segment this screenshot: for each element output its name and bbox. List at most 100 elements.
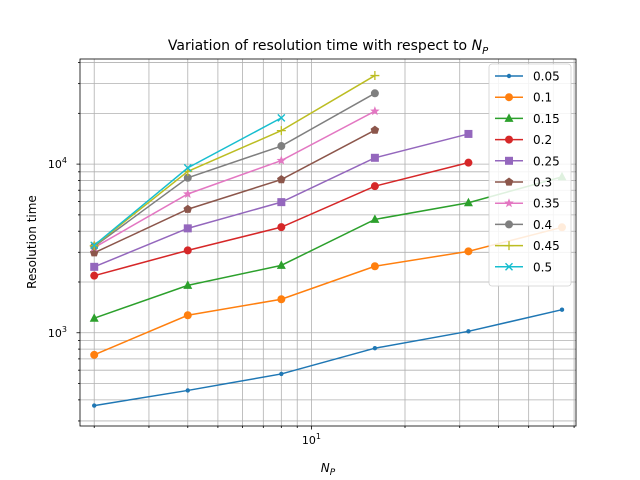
data-point-0.35	[276, 155, 287, 165]
legend-entry-0.35: 0.35	[495, 197, 560, 211]
series-line-0.15	[93, 176, 563, 319]
data-point-0.4	[183, 173, 192, 182]
y-tick-label-exponent: 4	[62, 156, 67, 165]
series-0.4	[90, 89, 379, 251]
legend-label: 0.25	[533, 154, 560, 168]
x-axis-label: NP	[321, 461, 336, 478]
data-point-0.05	[279, 371, 284, 377]
legend-label: 0.1	[533, 91, 552, 105]
series-0.05	[92, 307, 565, 408]
data-point-0.1	[277, 295, 286, 304]
data-point-0.2	[370, 182, 379, 191]
data-point-0.2	[277, 223, 286, 232]
legend-marker	[505, 93, 513, 102]
y-tick-label: 104	[48, 156, 67, 171]
legend-entry-0.05: 0.05	[495, 70, 560, 84]
y-tick-label-exponent: 3	[62, 325, 67, 334]
data-point-0.5	[277, 113, 286, 122]
data-point-0.25	[90, 262, 99, 271]
x-tick-label-exponent: 1	[316, 432, 321, 441]
data-point-0.35	[183, 188, 193, 199]
series-0.3	[89, 125, 380, 257]
legend-marker	[504, 198, 514, 208]
legend-marker	[505, 220, 513, 229]
legend-label: 0.4	[533, 218, 552, 232]
legend-entry-0.25: 0.25	[495, 154, 560, 168]
series-line-0.1	[93, 226, 563, 356]
series-0.15	[89, 171, 567, 322]
legend-label: 0.3	[533, 176, 552, 190]
data-point-0.25	[464, 129, 473, 138]
legend-marker	[506, 73, 512, 79]
series-0.5	[90, 113, 286, 250]
data-point-0.4	[277, 142, 286, 151]
series-0.2	[90, 158, 473, 280]
data-point-0.1	[370, 262, 379, 271]
data-point-0.25	[370, 153, 379, 162]
data-point-0.2	[183, 246, 192, 255]
data-point-0.1	[90, 350, 99, 359]
legend: 0.05 0.1 0.15 0.2 0.25 0.3 0.35 0.4 0.45 0.5	[488, 63, 572, 287]
legend-marker	[504, 177, 514, 186]
x-axis-label-subscript: P	[330, 468, 336, 478]
legend-entry-0.2: 0.2	[495, 133, 552, 147]
legend-marker	[504, 113, 514, 122]
data-point-0.15	[183, 280, 193, 289]
data-point-0.05	[372, 345, 378, 351]
data-point-0.15	[463, 197, 473, 207]
data-point-0.05	[466, 329, 471, 334]
data-point-0.3	[183, 204, 193, 213]
data-point-0.3	[370, 125, 380, 134]
data-point-0.15	[276, 260, 286, 269]
legend-label: 0.05	[533, 70, 560, 84]
data-point-0.05	[185, 388, 190, 393]
legend-label: 0.45	[533, 239, 560, 253]
legend-marker	[504, 241, 514, 251]
data-point-0.45	[370, 71, 380, 81]
legend-label: 0.5	[533, 260, 552, 274]
y-tick-label-base: 10	[48, 327, 62, 340]
legend-entry-0.45: 0.45	[495, 239, 560, 253]
legend-marker	[505, 135, 513, 144]
series-line-0.3	[93, 129, 376, 254]
y-axis-label: Resolution time	[25, 195, 39, 289]
data-point-0.25	[183, 224, 192, 233]
legend-entry-0.1: 0.1	[495, 91, 552, 105]
legend-entry-0.3: 0.3	[495, 176, 552, 190]
data-point-0.3	[277, 175, 286, 184]
data-point-0.4	[370, 89, 379, 98]
legend-entry-0.15: 0.15	[495, 112, 560, 126]
axes-frame	[79, 58, 577, 427]
series-line-0.35	[93, 110, 376, 249]
legend-marker	[505, 156, 513, 165]
y-tick-label: 103	[48, 325, 67, 340]
x-tick-label-base: 10	[302, 434, 316, 447]
y-tick-label-base: 10	[48, 158, 62, 171]
data-point-0.35	[370, 106, 380, 116]
chart-title-subscript: P	[482, 46, 489, 57]
series-line-0.05	[94, 308, 563, 407]
x-axis-label-symbol: N	[321, 461, 330, 475]
data-point-0.2	[464, 158, 473, 167]
legend-label: 0.35	[533, 197, 560, 211]
legend-label: 0.2	[533, 133, 552, 147]
data-point-0.2	[90, 271, 99, 280]
chart-title-text: Variation of resolution time with respec…	[168, 38, 472, 54]
data-point-0.15	[89, 313, 99, 322]
series-0.25	[90, 129, 473, 271]
legend-label: 0.15	[533, 112, 560, 126]
data-point-0.1	[183, 311, 192, 320]
data-point-0.1	[464, 247, 473, 256]
legend-marker	[505, 262, 513, 271]
legend-entry-0.5: 0.5	[495, 260, 552, 274]
chart-title: Variation of resolution time with respec…	[168, 38, 489, 57]
data-point-0.15	[370, 214, 380, 223]
legend-entry-0.4: 0.4	[495, 218, 552, 232]
chart-title-symbol: N	[472, 38, 483, 54]
data-point-0.45	[276, 126, 286, 136]
plot-area	[80, 59, 576, 426]
data-point-0.5	[90, 241, 99, 250]
series-line-0.45	[93, 74, 376, 247]
